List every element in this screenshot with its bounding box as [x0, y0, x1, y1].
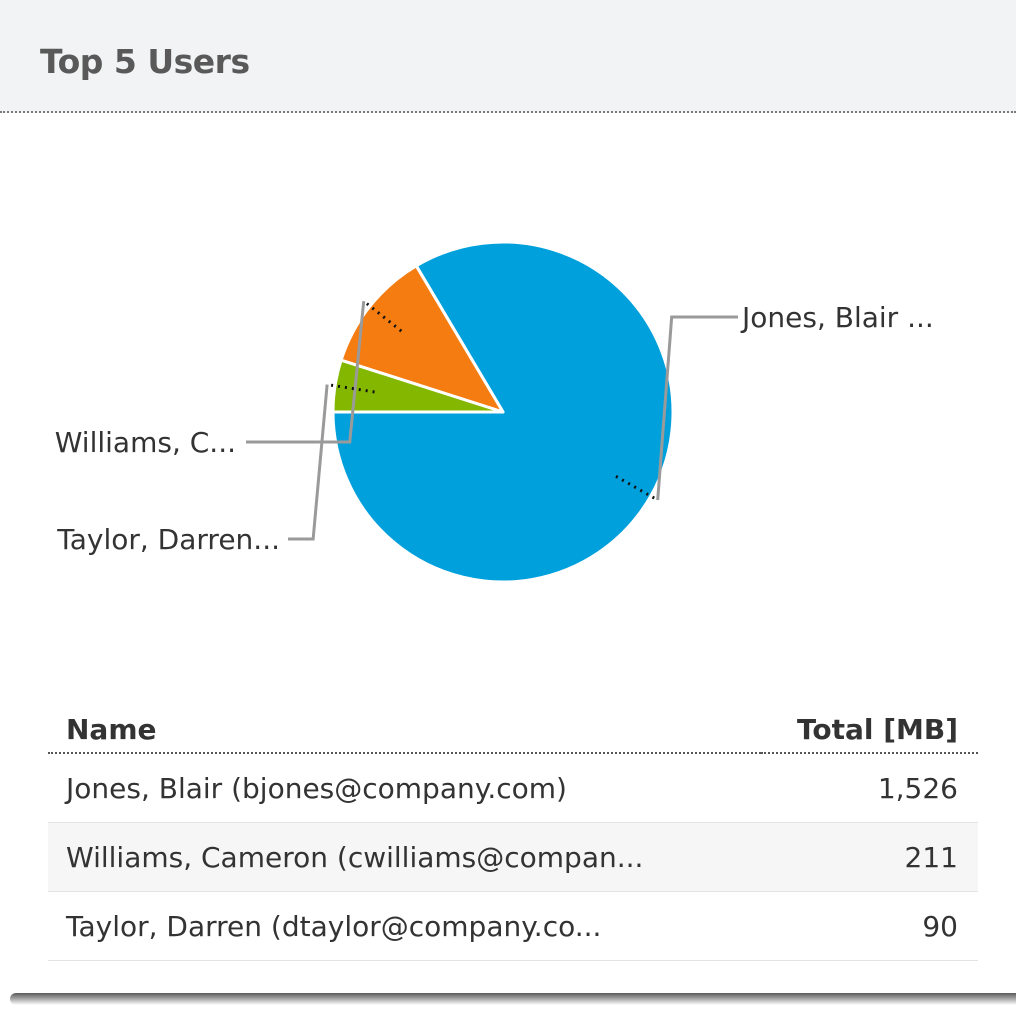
cell-total: 90: [761, 891, 978, 961]
table-row[interactable]: Williams, Cameron (cwilliams@compan... 2…: [48, 822, 978, 892]
cell-name: Taylor, Darren (dtaylor@company.co...: [48, 891, 762, 961]
column-header-name[interactable]: Name: [48, 706, 762, 754]
table-row[interactable]: Jones, Blair (bjones@company.com) 1,526: [48, 753, 978, 823]
widget-header: Top 5 Users: [0, 0, 1016, 113]
cell-name: Williams, Cameron (cwilliams@compan...: [48, 822, 762, 892]
widget-title: Top 5 Users: [40, 42, 250, 81]
pie-leader-dots-1: [362, 299, 403, 333]
users-table: Name Total [MB] Jones, Blair (bjones@com…: [48, 706, 978, 961]
cell-total: 211: [761, 822, 978, 892]
cell-name: Jones, Blair (bjones@company.com): [48, 753, 762, 823]
pie-slice-1[interactable]: [339, 264, 505, 414]
table-header-row: Name Total [MB]: [48, 706, 978, 754]
pie-leader-dots-2: [326, 383, 375, 394]
column-header-total[interactable]: Total [MB]: [761, 706, 978, 754]
pie-label-0: Jones, Blair ...: [740, 301, 934, 334]
panel-shadow: [10, 993, 1016, 1005]
table-row[interactable]: Taylor, Darren (dtaylor@company.co... 90: [48, 891, 978, 961]
cell-total: 1,526: [761, 753, 978, 823]
pie-chart: Jones, Blair ... Williams, C... Taylor, Da…: [55, 240, 934, 584]
pie-leader-line-1: [246, 300, 366, 444]
pie-leader-dots-0: [615, 475, 659, 502]
pie-label-1: Williams, C...: [55, 426, 236, 459]
pie-label-2: Taylor, Darren...: [56, 523, 280, 556]
pie-slice-2[interactable]: [331, 358, 505, 414]
pie-leader-line-0: [656, 315, 738, 501]
pie-leader-line-2: [288, 384, 329, 541]
